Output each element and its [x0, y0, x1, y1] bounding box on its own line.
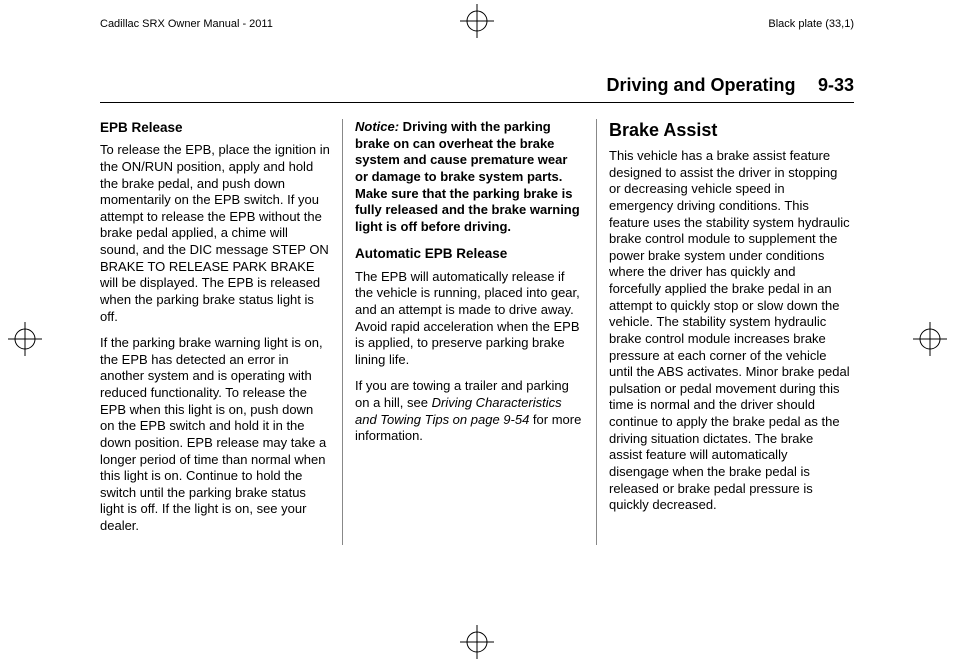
- registration-mark-icon: [8, 322, 42, 356]
- notice-paragraph: Notice: Driving with the parking brake o…: [355, 119, 584, 235]
- page-header: Driving and Operating 9-33: [100, 75, 854, 103]
- page-body: Driving and Operating 9-33 EPB Release T…: [100, 75, 854, 545]
- registration-mark-icon: [460, 4, 494, 38]
- section-title: Driving and Operating: [606, 75, 795, 96]
- column-1: EPB Release To release the EPB, place th…: [100, 119, 342, 545]
- epb-release-heading: EPB Release: [100, 119, 330, 136]
- auto-epb-heading: Automatic EPB Release: [355, 245, 584, 262]
- manual-title: Cadillac SRX Owner Manual - 2011: [100, 18, 273, 30]
- notice-label: Notice:: [355, 119, 399, 134]
- brake-assist-heading: Brake Assist: [609, 119, 850, 142]
- column-2: Notice: Driving with the parking brake o…: [342, 119, 596, 545]
- page-number: 9-33: [818, 75, 854, 96]
- body-text: The EPB will automatically release if th…: [355, 269, 584, 369]
- registration-mark-icon: [460, 625, 494, 659]
- column-3: Brake Assist This vehicle has a brake as…: [596, 119, 850, 545]
- registration-mark-icon: [913, 322, 947, 356]
- notice-body: Driving with the parking brake on can ov…: [355, 119, 580, 234]
- columns: EPB Release To release the EPB, place th…: [100, 119, 854, 545]
- body-text: If the parking brake warning light is on…: [100, 335, 330, 535]
- plate-info: Black plate (33,1): [768, 18, 854, 30]
- body-text: If you are towing a trailer and parking …: [355, 378, 584, 445]
- body-text: To release the EPB, place the ignition i…: [100, 142, 330, 325]
- body-text: This vehicle has a brake assist feature …: [609, 148, 850, 514]
